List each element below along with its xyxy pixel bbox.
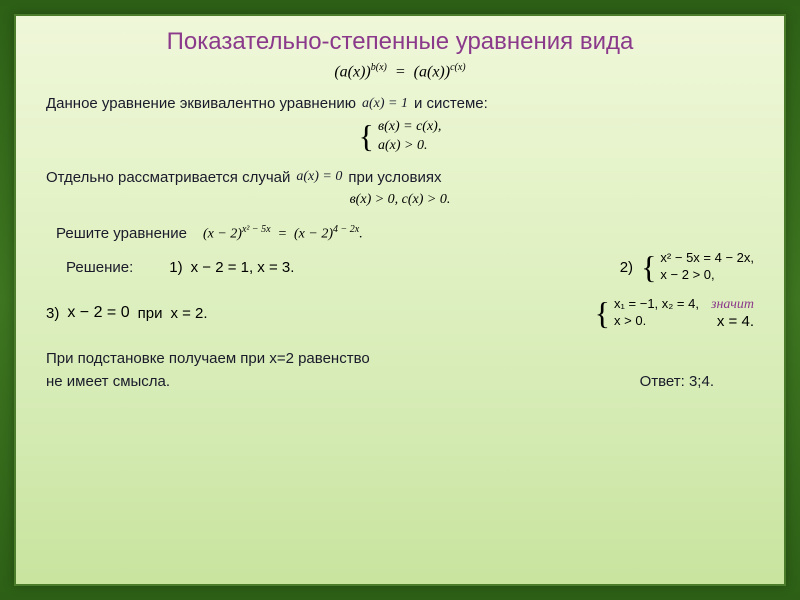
sol3-pri: при	[138, 305, 163, 322]
sys1-r2: a(x) > 0.	[378, 137, 441, 155]
brace-icon: {	[595, 299, 610, 328]
equiv-line: Данное уравнение эквивалентно уравнению …	[46, 95, 754, 112]
equiv-text-2: и системе:	[414, 95, 488, 112]
sol2-res-r1: x₁ = −1, x₂ = 4,	[614, 296, 699, 313]
sep-text-1: Отдельно рассматривается случай	[46, 169, 290, 186]
brace-icon: {	[359, 122, 374, 151]
znachit-label: значит	[711, 297, 754, 313]
sol1-math: x − 2 = 1, x = 3.	[191, 259, 295, 276]
conclusion-1: При подстановке получаем при x=2 равенст…	[46, 350, 640, 367]
sol3-math1: x − 2 = 0	[67, 304, 129, 322]
equiv-math: a(x) = 1	[362, 96, 408, 112]
sep-text-2: при условиях	[348, 169, 441, 186]
separate-line: Отдельно рассматривается случай a(x) = 0…	[46, 169, 754, 186]
solution-label: Решение:	[66, 259, 133, 276]
slide-panel: Показательно-степенные уравнения вида (a…	[14, 14, 786, 586]
pe-lb: (x − 2)	[203, 226, 242, 241]
system-1: { в(x) = c(x), a(x) > 0.	[46, 118, 754, 154]
sol1-num: 1)	[169, 259, 182, 276]
pe-rb: (x − 2)	[294, 226, 333, 241]
mf-right-exp: c(x)	[450, 62, 466, 73]
sys1-r1: в(x) = c(x),	[378, 118, 441, 136]
cond-math: в(x) > 0, c(x) > 0.	[46, 192, 754, 208]
mf-right-base: (a(x))	[414, 63, 450, 80]
solution-row-3: 3) x − 2 = 0 при x = 2. { x₁ = −1, x₂ = …	[46, 296, 754, 330]
problem-eq: (x − 2)x² − 5x = (x − 2)4 − 2x.	[203, 224, 363, 243]
sol2-num: 2)	[620, 259, 633, 276]
main-formula: (a(x))b(x) = (a(x))c(x)	[46, 62, 754, 81]
sol2-sys-r2: x − 2 > 0,	[660, 267, 754, 284]
mf-left-exp: b(x)	[371, 62, 387, 73]
problem-row: Решите уравнение (x − 2)x² − 5x = (x − 2…	[56, 224, 754, 243]
equiv-text-1: Данное уравнение эквивалентно уравнению	[46, 95, 356, 112]
solution-row-12: Решение: 1) x − 2 = 1, x = 3. 2) { x² − …	[66, 250, 754, 284]
answer-text: Ответ: 3;4.	[640, 373, 754, 390]
conclusion-2: не имеет смысла.	[46, 373, 640, 390]
slide-title: Показательно-степенные уравнения вида	[46, 28, 754, 56]
brace-icon: {	[641, 253, 656, 282]
sep-math: a(x) = 0	[296, 169, 342, 185]
pe-re: 4 − 2x	[333, 224, 359, 235]
sol2-sys-r1: x² − 5x = 4 − 2x,	[660, 250, 754, 267]
sol2-res-r2: x > 0.	[614, 313, 699, 330]
x-eq-4: x = 4.	[717, 313, 754, 330]
pe-le: x² − 5x	[242, 224, 271, 235]
sol3-num: 3)	[46, 305, 59, 322]
sol3-math2: x = 2.	[170, 305, 207, 322]
mf-left-base: (a(x))	[334, 63, 370, 80]
solve-label: Решите уравнение	[56, 225, 187, 242]
